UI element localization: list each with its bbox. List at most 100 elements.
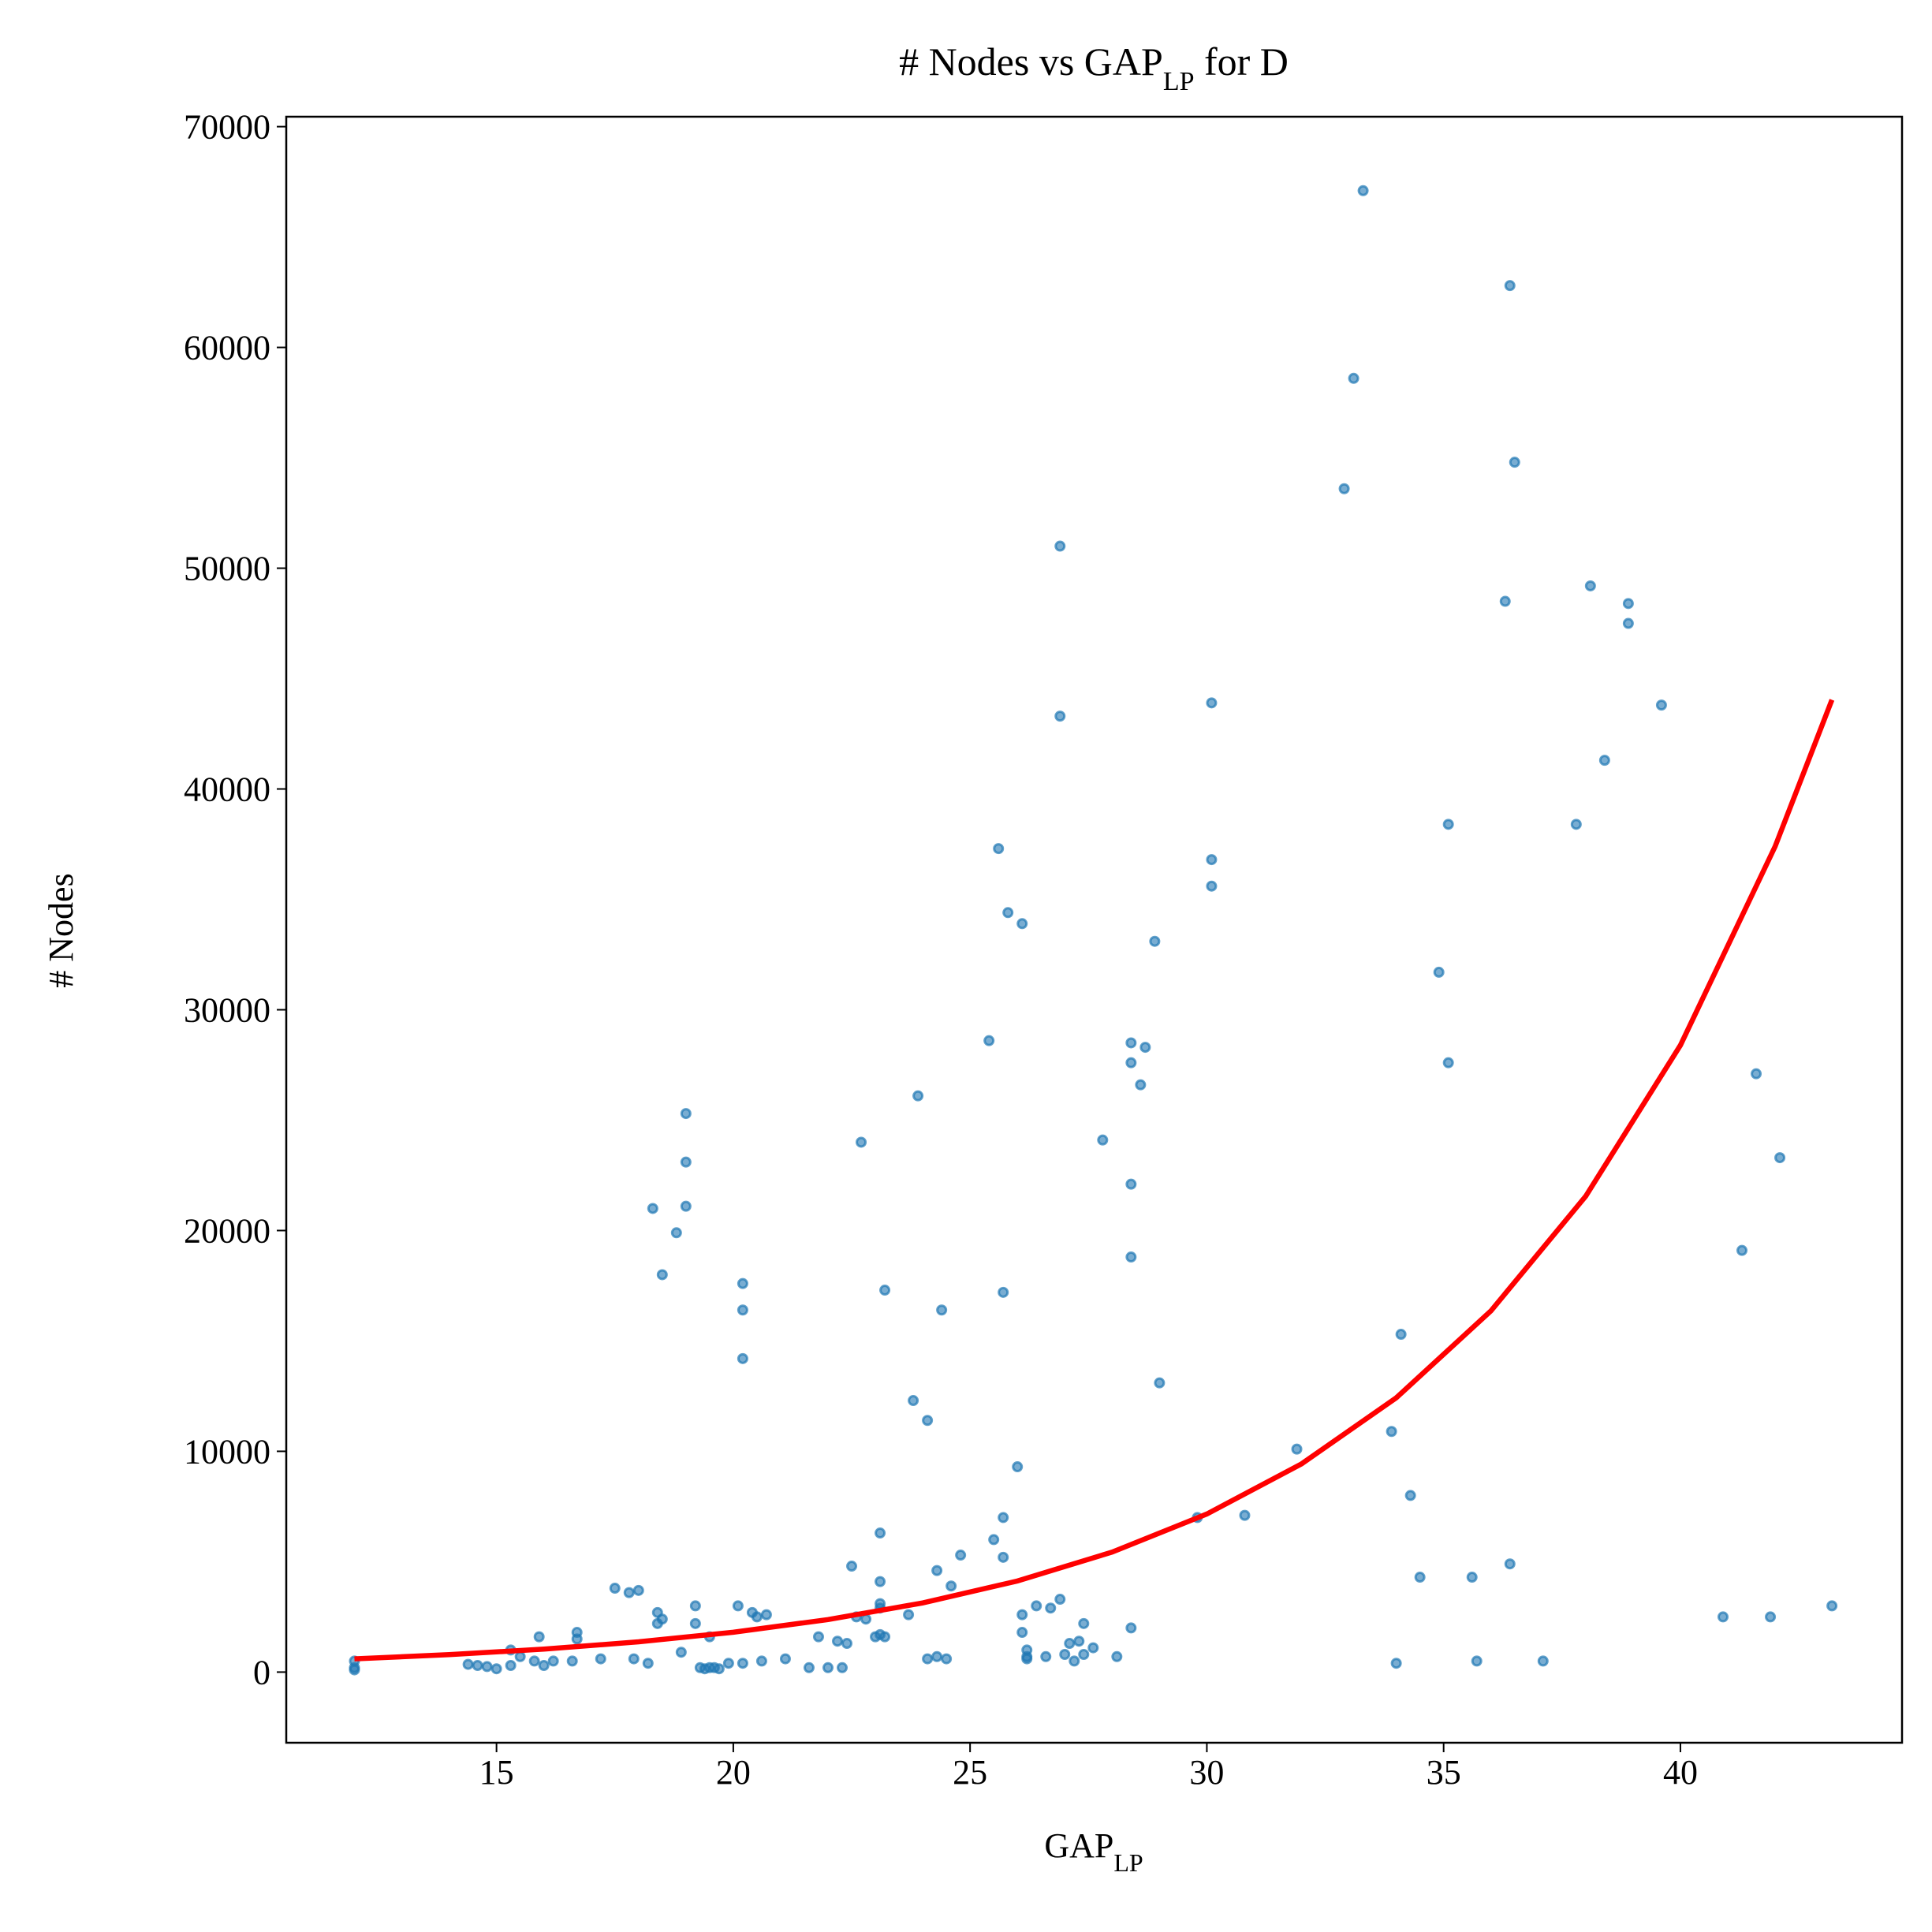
y-tick-label: 70000 — [184, 108, 270, 147]
point — [1054, 540, 1066, 552]
x-tick-label: 20 — [716, 1753, 751, 1792]
point — [837, 1662, 849, 1673]
x-tick-label: 25 — [953, 1753, 987, 1792]
point — [879, 1631, 891, 1643]
point — [1097, 1134, 1109, 1146]
point — [922, 1653, 934, 1665]
point — [1584, 580, 1596, 591]
point — [566, 1655, 578, 1667]
point — [1125, 1251, 1137, 1263]
point — [689, 1600, 701, 1612]
point — [1040, 1650, 1052, 1662]
point — [1504, 280, 1516, 292]
point — [628, 1653, 640, 1665]
point — [1655, 699, 1667, 711]
point — [1622, 598, 1634, 610]
point — [1125, 1037, 1137, 1049]
point — [547, 1655, 559, 1667]
point — [1537, 1655, 1549, 1667]
point — [538, 1660, 550, 1672]
point — [760, 1609, 772, 1621]
point — [689, 1617, 701, 1629]
point — [988, 1534, 1000, 1546]
point — [875, 1576, 886, 1587]
point — [623, 1587, 635, 1598]
point — [998, 1551, 1009, 1563]
point — [1390, 1658, 1402, 1669]
point — [732, 1600, 744, 1612]
point — [632, 1584, 644, 1596]
x-label-subscript: LP — [1113, 1848, 1143, 1877]
point — [931, 1565, 943, 1576]
point — [1125, 1057, 1137, 1069]
point — [1073, 1635, 1085, 1647]
point — [737, 1352, 748, 1364]
point — [1111, 1650, 1123, 1662]
point — [680, 1200, 692, 1212]
point — [713, 1663, 725, 1675]
fit-curve — [354, 699, 1835, 1662]
point — [1206, 880, 1218, 892]
point — [1002, 907, 1014, 919]
point — [1239, 1509, 1251, 1521]
point — [1291, 1443, 1303, 1455]
point — [571, 1627, 583, 1639]
point — [1499, 595, 1511, 607]
point — [1598, 755, 1610, 766]
point — [875, 1527, 886, 1539]
point — [751, 1611, 763, 1623]
x-tick-label: 35 — [1427, 1753, 1461, 1792]
point — [1054, 711, 1066, 722]
point — [955, 1550, 967, 1561]
point — [860, 1613, 872, 1625]
point — [779, 1653, 791, 1665]
point — [879, 1285, 891, 1296]
x-tick-label: 30 — [1189, 1753, 1224, 1792]
point — [490, 1663, 502, 1675]
point — [1504, 1558, 1516, 1570]
point — [1206, 854, 1218, 866]
title-subscript: LP — [1163, 67, 1195, 96]
point — [656, 1269, 668, 1281]
point — [737, 1658, 748, 1669]
title-part: for D — [1195, 39, 1289, 84]
point — [903, 1609, 915, 1621]
point — [533, 1631, 545, 1643]
point — [1069, 1655, 1080, 1667]
point — [737, 1277, 748, 1289]
point — [1059, 1649, 1071, 1661]
y-axis-label: # Nodes — [42, 873, 80, 987]
point — [670, 1227, 682, 1239]
y-tick-label: 20000 — [184, 1211, 270, 1250]
point — [1149, 935, 1161, 947]
point — [737, 1304, 748, 1316]
chart-title: # Nodes vs GAPLP for D — [899, 39, 1289, 96]
plot-frame — [285, 115, 1904, 1744]
point — [642, 1658, 654, 1669]
point — [656, 1613, 668, 1625]
point — [722, 1658, 734, 1669]
x-tick-label: 15 — [479, 1753, 514, 1792]
point — [1016, 1609, 1028, 1621]
point — [1078, 1617, 1090, 1629]
point — [1826, 1600, 1838, 1612]
point — [912, 1090, 924, 1102]
point — [1125, 1622, 1137, 1634]
point — [1765, 1611, 1777, 1623]
point — [856, 1136, 867, 1148]
point — [998, 1512, 1009, 1524]
point — [1021, 1653, 1033, 1665]
point — [1433, 966, 1445, 978]
point — [1774, 1152, 1786, 1164]
x-tick-label: 40 — [1663, 1753, 1698, 1792]
y-tick-label: 50000 — [184, 550, 270, 588]
point — [462, 1658, 474, 1670]
point — [1414, 1572, 1426, 1583]
point — [941, 1653, 953, 1665]
point — [505, 1660, 517, 1672]
point — [1012, 1461, 1024, 1473]
point — [472, 1660, 483, 1672]
point — [812, 1631, 824, 1643]
point — [1442, 819, 1454, 830]
